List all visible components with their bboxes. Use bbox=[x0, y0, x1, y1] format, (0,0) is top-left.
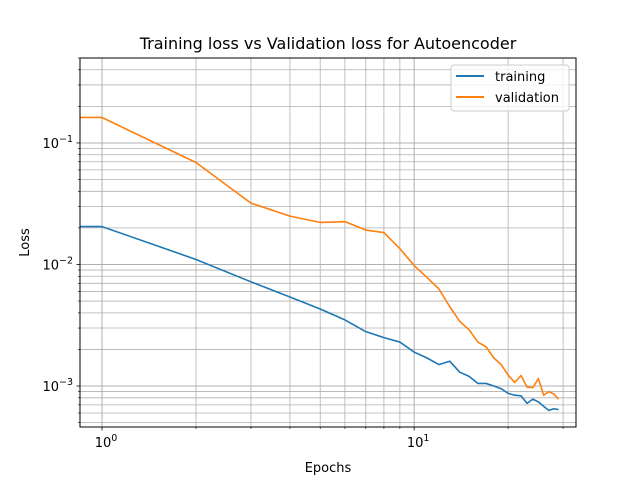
y-tick-label-0.001: 10−3 bbox=[42, 377, 73, 395]
legend-label-training: training bbox=[495, 70, 545, 85]
y-axis-title: Loss bbox=[18, 228, 33, 257]
series-line-training bbox=[80, 225, 559, 412]
plot-frame bbox=[79, 57, 577, 428]
x-tick-label-10: 101 bbox=[407, 433, 430, 451]
legend-label-validation: validation bbox=[495, 91, 559, 106]
x-tick-label-1: 100 bbox=[95, 433, 118, 451]
y-tick-label-0.01: 10−2 bbox=[42, 255, 73, 273]
legend: training validation bbox=[450, 64, 570, 112]
y-tick-label-0.1: 10−1 bbox=[42, 134, 73, 152]
plot-lines bbox=[80, 116, 560, 412]
x-axis-title: Epochs bbox=[305, 461, 352, 476]
chart-title: Training loss vs Validation loss for Aut… bbox=[139, 34, 517, 53]
series-line-validation bbox=[80, 116, 560, 400]
axis-ticks: 100 101 10−3 10−2 10−1 bbox=[42, 57, 564, 451]
grid bbox=[80, 57, 576, 427]
